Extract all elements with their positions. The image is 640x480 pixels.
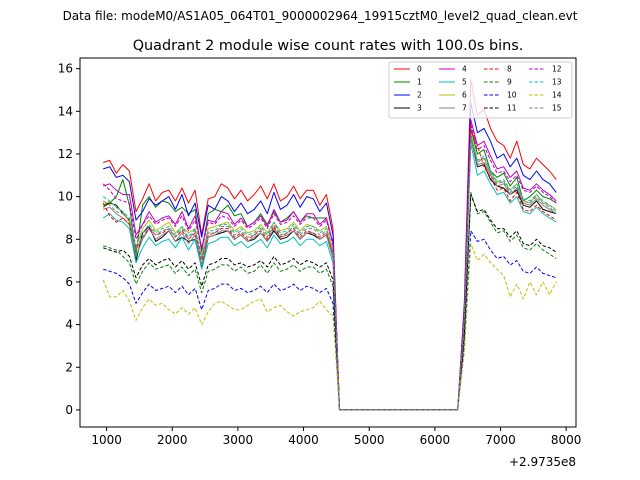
y-tick-label: 8 xyxy=(65,232,73,246)
series-line-12 xyxy=(102,123,557,411)
legend-label-1: 1 xyxy=(417,78,422,87)
legend-label-11: 11 xyxy=(507,104,517,113)
y-tick-label: 0 xyxy=(65,403,73,417)
series-line-2 xyxy=(103,102,557,411)
series-line-8 xyxy=(102,130,557,411)
legend-box xyxy=(388,61,573,119)
series-line-4 xyxy=(103,119,557,411)
plot-frame xyxy=(79,57,577,428)
x-tick-label: 5000 xyxy=(354,433,385,447)
y-tick-label: 16 xyxy=(58,62,73,76)
y-tick-label: 10 xyxy=(58,190,73,204)
x-tick-label: 4000 xyxy=(288,433,319,447)
series-line-10 xyxy=(103,230,557,411)
legend-label-4: 4 xyxy=(462,65,467,74)
legend-label-7: 7 xyxy=(462,104,467,113)
y-tick-label: 6 xyxy=(65,275,73,289)
x-tick-label: 8000 xyxy=(551,433,582,447)
x-tick-label: 6000 xyxy=(420,433,451,447)
legend-label-12: 12 xyxy=(552,65,562,74)
series-line-15 xyxy=(102,138,557,411)
series-layer xyxy=(102,78,557,411)
y-axis: 0 2 4 6 8 10 12 14 16 xyxy=(58,62,80,417)
legend-label-3: 3 xyxy=(417,104,422,113)
x-tick-label: 1000 xyxy=(91,433,122,447)
suptitle: Data file: modeM0/AS1A05_064T01_90000029… xyxy=(63,9,578,23)
x-tick-label: 2000 xyxy=(157,433,188,447)
y-tick-label: 2 xyxy=(65,360,73,374)
x-axis: 1000 2000 3000 4000 5000 6000 7000 8000 xyxy=(91,427,581,447)
legend-label-10: 10 xyxy=(507,91,517,100)
chart-title: Quadrant 2 module wise count rates with … xyxy=(133,38,524,54)
y-tick-label: 4 xyxy=(65,318,73,332)
legend-label-13: 13 xyxy=(552,78,562,87)
legend-label-9: 9 xyxy=(507,78,512,87)
legend-label-15: 15 xyxy=(552,104,562,113)
legend-label-0: 0 xyxy=(417,65,422,74)
series-line-13 xyxy=(102,136,557,411)
x-tick-label: 3000 xyxy=(223,433,254,447)
legend-label-5: 5 xyxy=(462,78,467,87)
y-tick-label: 14 xyxy=(58,104,73,118)
legend-label-8: 8 xyxy=(507,65,512,74)
series-line-7 xyxy=(103,134,557,411)
legend-label-14: 14 xyxy=(552,91,562,100)
y-tick-label: 12 xyxy=(58,147,73,161)
legend-label-6: 6 xyxy=(462,91,467,100)
series-line-5 xyxy=(102,142,557,411)
x-tick-label: 7000 xyxy=(485,433,516,447)
series-line-11 xyxy=(103,194,557,411)
series-line-6 xyxy=(102,132,557,411)
series-line-14 xyxy=(102,243,557,411)
legend-label-2: 2 xyxy=(417,91,422,100)
x-offset-label: +2.9735e8 xyxy=(509,455,576,469)
series-line-9 xyxy=(103,191,557,411)
